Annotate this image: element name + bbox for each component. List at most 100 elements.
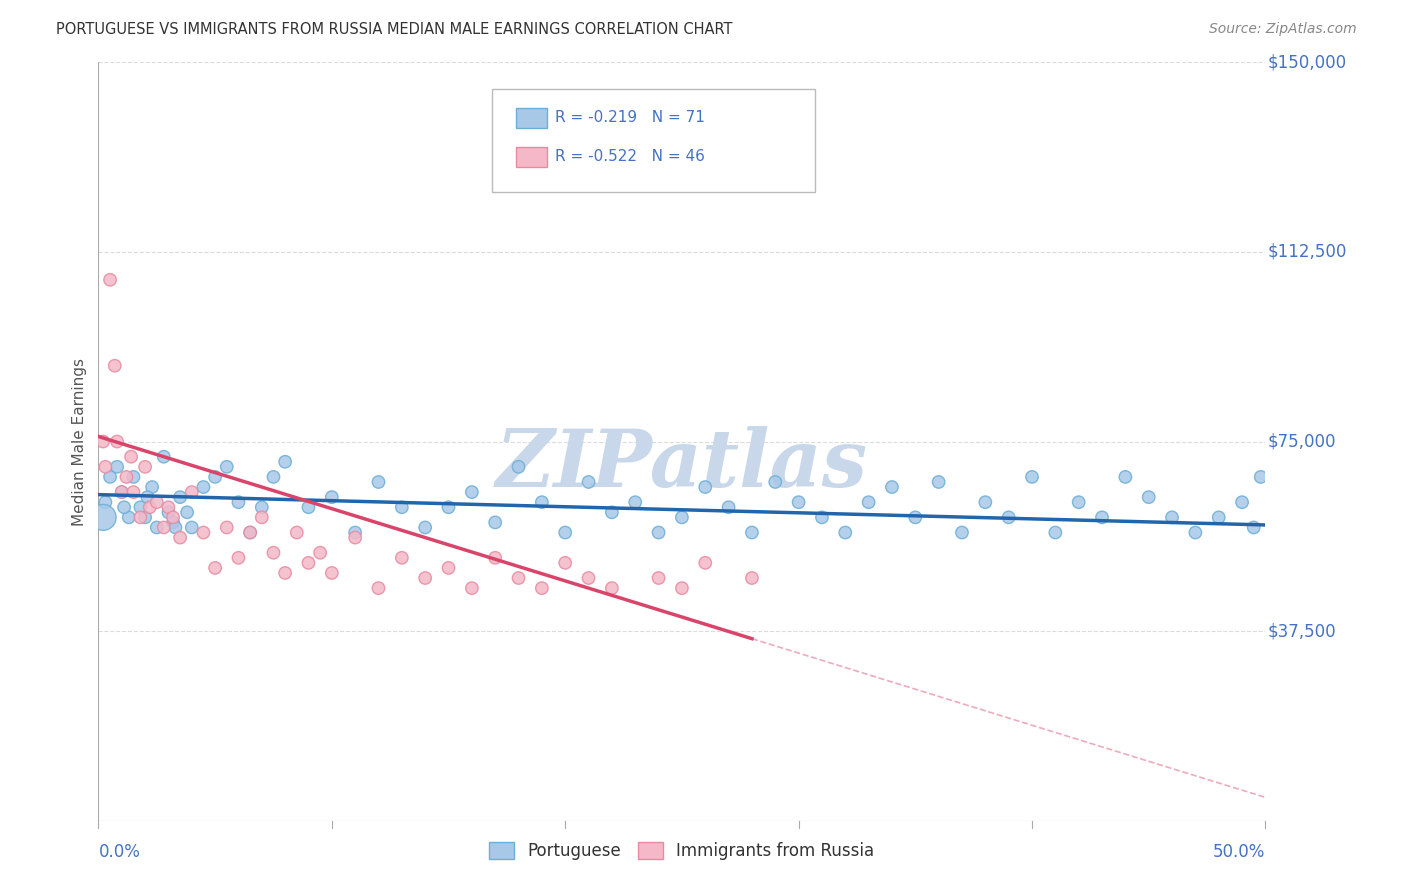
- Point: [91, 434, 114, 449]
- Point: [413, 520, 436, 534]
- Text: PORTUGUESE VS IMMIGRANTS FROM RUSSIA MEDIAN MALE EARNINGS CORRELATION CHART: PORTUGUESE VS IMMIGRANTS FROM RUSSIA MED…: [56, 22, 733, 37]
- Point: [204, 470, 226, 484]
- Point: [228, 550, 250, 565]
- Point: [105, 459, 128, 474]
- Point: [763, 475, 786, 489]
- Point: [180, 485, 202, 500]
- Point: [1230, 495, 1253, 509]
- Point: [344, 531, 367, 545]
- Point: [193, 525, 215, 540]
- Point: [169, 531, 191, 545]
- Point: [1243, 520, 1265, 534]
- Point: [215, 459, 238, 474]
- Point: [741, 525, 763, 540]
- Point: [787, 495, 810, 509]
- Point: [554, 525, 576, 540]
- Point: [484, 516, 506, 530]
- Point: [671, 581, 693, 595]
- Text: $112,500: $112,500: [1268, 243, 1347, 261]
- Legend: Portuguese, Immigrants from Russia: Portuguese, Immigrants from Russia: [482, 836, 882, 867]
- Point: [928, 475, 950, 489]
- Point: [134, 510, 156, 524]
- Point: [262, 546, 284, 560]
- Point: [250, 500, 273, 515]
- Point: [508, 459, 530, 474]
- Point: [129, 500, 152, 515]
- Point: [695, 480, 717, 494]
- Point: [367, 581, 389, 595]
- Point: [239, 525, 262, 540]
- Point: [974, 495, 997, 509]
- Point: [162, 516, 184, 530]
- Point: [695, 556, 717, 570]
- Point: [228, 495, 250, 509]
- Point: [297, 500, 319, 515]
- Point: [904, 510, 927, 524]
- Point: [1091, 510, 1114, 524]
- Point: [508, 571, 530, 585]
- Point: [262, 470, 284, 484]
- Point: [1161, 510, 1184, 524]
- Text: ZIPatlas: ZIPatlas: [496, 425, 868, 503]
- Text: $150,000: $150,000: [1268, 54, 1347, 71]
- Point: [204, 561, 226, 575]
- Point: [437, 500, 460, 515]
- Point: [146, 495, 169, 509]
- Text: $75,000: $75,000: [1268, 433, 1336, 450]
- Point: [1021, 470, 1043, 484]
- Point: [484, 550, 506, 565]
- Point: [141, 480, 163, 494]
- Point: [285, 525, 308, 540]
- Point: [115, 470, 138, 484]
- Point: [176, 505, 198, 519]
- Text: $37,500: $37,500: [1268, 622, 1336, 640]
- Point: [834, 525, 856, 540]
- Point: [1114, 470, 1136, 484]
- Point: [880, 480, 903, 494]
- Text: R = -0.522   N = 46: R = -0.522 N = 46: [555, 150, 706, 164]
- Point: [118, 510, 141, 524]
- Point: [274, 566, 297, 580]
- Point: [111, 485, 134, 500]
- Point: [157, 505, 180, 519]
- Point: [1208, 510, 1230, 524]
- Point: [437, 561, 460, 575]
- Point: [671, 510, 693, 524]
- Point: [122, 485, 145, 500]
- Point: [239, 525, 262, 540]
- Point: [461, 581, 484, 595]
- Point: [136, 490, 159, 504]
- Point: [94, 459, 117, 474]
- Point: [391, 550, 413, 565]
- Point: [811, 510, 834, 524]
- Point: [578, 475, 600, 489]
- Point: [344, 525, 367, 540]
- Point: [530, 495, 553, 509]
- Point: [1067, 495, 1090, 509]
- Point: [997, 510, 1019, 524]
- Point: [321, 490, 343, 504]
- Text: 0.0%: 0.0%: [98, 844, 141, 862]
- Point: [215, 520, 238, 534]
- Point: [600, 581, 623, 595]
- Point: [1250, 470, 1272, 484]
- Point: [461, 485, 484, 500]
- Text: Source: ZipAtlas.com: Source: ZipAtlas.com: [1209, 22, 1357, 37]
- Point: [274, 455, 297, 469]
- Point: [122, 470, 145, 484]
- Point: [950, 525, 973, 540]
- Point: [1184, 525, 1206, 540]
- Point: [94, 495, 117, 509]
- Point: [152, 450, 174, 464]
- Point: [250, 510, 273, 524]
- Point: [165, 520, 187, 534]
- Point: [193, 480, 215, 494]
- Point: [717, 500, 740, 515]
- Point: [647, 525, 669, 540]
- Point: [413, 571, 436, 585]
- Point: [112, 500, 135, 515]
- Point: [741, 571, 763, 585]
- Point: [624, 495, 647, 509]
- Point: [91, 510, 114, 524]
- Point: [554, 556, 576, 570]
